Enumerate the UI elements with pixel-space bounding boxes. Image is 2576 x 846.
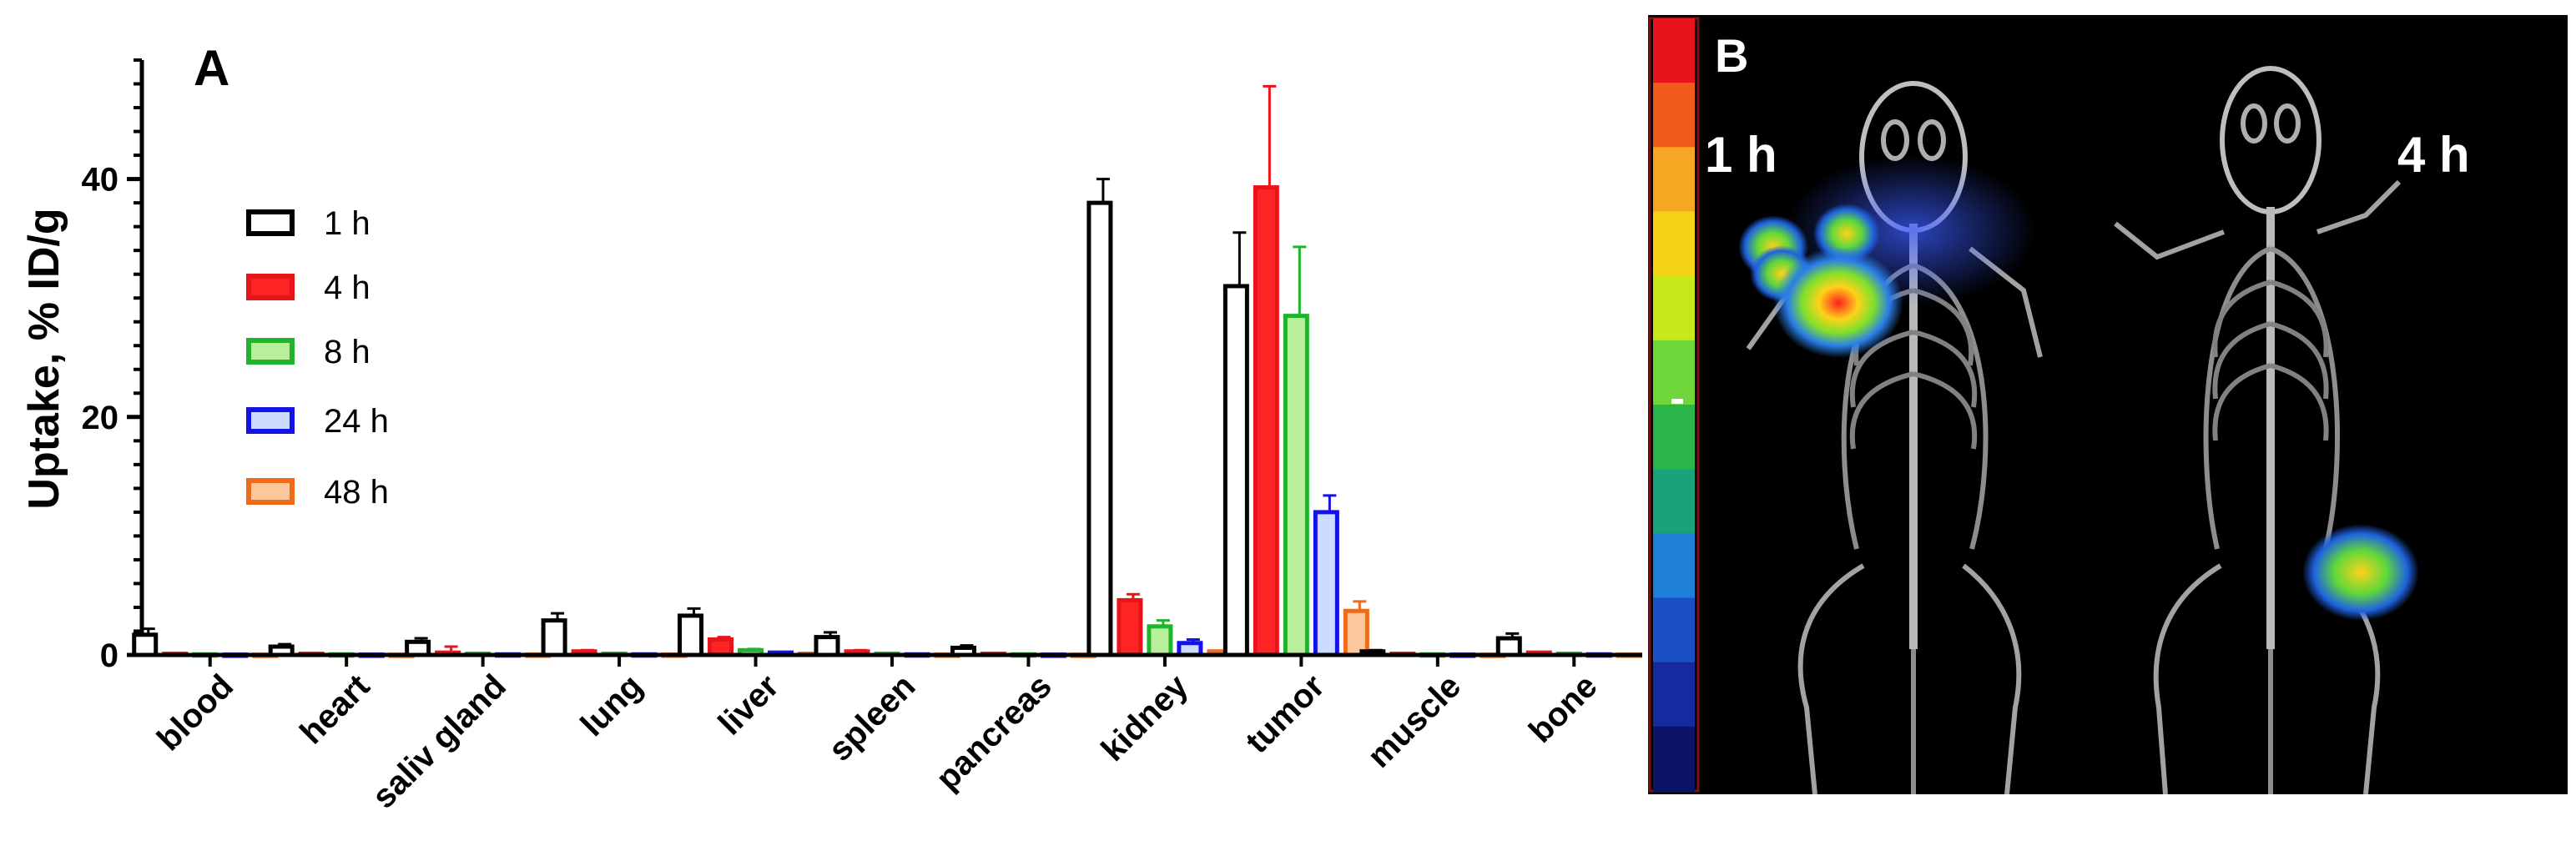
- x-tick-label: pancreas: [929, 667, 1058, 797]
- bar: [678, 613, 704, 657]
- bar: [1495, 636, 1522, 657]
- y-axis: 0 20 40: [82, 58, 144, 674]
- colorbar-segment: [1653, 405, 1695, 471]
- panel-label-b: B: [1715, 29, 1748, 82]
- x-tick-label: heart: [293, 667, 376, 751]
- x-tick-label: bone: [1522, 667, 1605, 750]
- legend-label: 8 h: [324, 334, 371, 370]
- y-axis-label: Uptake, % ID/g: [20, 208, 68, 509]
- tumor-signal-4h: [2302, 524, 2419, 621]
- colorbar-segment: [1653, 340, 1695, 405]
- colorbar-marker: [1671, 399, 1683, 404]
- y-tick-label: 0: [100, 637, 118, 674]
- legend-label: 4 h: [324, 269, 371, 306]
- bar: [1253, 185, 1279, 657]
- mouse-4h: [2114, 66, 2402, 794]
- colorbar-segment: [1653, 726, 1695, 792]
- bar: [1117, 597, 1143, 657]
- bar: [1313, 510, 1339, 657]
- x-tick-label: liver: [712, 667, 786, 742]
- x-tick-label: muscle: [1361, 667, 1469, 775]
- colorbar-segment: [1653, 147, 1695, 213]
- x-tick-label: saliv gland: [365, 667, 513, 815]
- bar: [708, 637, 734, 657]
- legend-swatch: [246, 274, 295, 300]
- legend-swatch: [246, 209, 295, 236]
- bar: [1086, 200, 1113, 657]
- y-tick-label: 40: [82, 162, 119, 199]
- colorbar-segment: [1653, 83, 1695, 149]
- legend-swatch: [246, 478, 295, 505]
- x-tick-label: spleen: [822, 667, 923, 768]
- legend-label: 1 h: [324, 205, 371, 242]
- timepoint-label-1h: 1 h: [1705, 127, 1777, 183]
- colorbar-segment: [1653, 533, 1695, 599]
- tumor-signal-1h: [1773, 248, 1903, 358]
- colorbar-segment: [1653, 597, 1695, 663]
- bar: [1147, 624, 1173, 657]
- colorbar: [1648, 17, 1700, 793]
- legend-swatch: [246, 338, 295, 365]
- imaging-panel: B 1 h 4 h: [1648, 15, 2568, 794]
- x-tick-label: blood: [150, 667, 240, 758]
- legend-swatch: [246, 407, 295, 434]
- colorbar-segment: [1653, 211, 1695, 277]
- colorbar-segment: [1653, 18, 1695, 84]
- timepoint-label-4h: 4 h: [2397, 127, 2470, 183]
- colorbar-segment: [1653, 275, 1695, 341]
- legend-label: 48 h: [324, 474, 389, 511]
- colorbar-segment: [1653, 662, 1695, 728]
- bars: [132, 84, 1642, 658]
- bar: [1222, 284, 1249, 657]
- bar: [1283, 314, 1309, 657]
- bar: [541, 618, 567, 657]
- bar: [1343, 608, 1369, 657]
- x-tick-label: tumor: [1238, 667, 1331, 760]
- bar: [132, 632, 159, 657]
- legend: 1 h 4 h 8 h 24 h 48 h: [246, 205, 389, 511]
- x-tick-label: kidney: [1095, 667, 1196, 768]
- legend-label: 24 h: [324, 403, 389, 440]
- panel-label-a: A: [194, 40, 229, 96]
- y-tick-label: 20: [82, 400, 119, 436]
- bar: [814, 635, 840, 657]
- x-tick-label: lung: [574, 667, 650, 743]
- colorbar-segment: [1653, 469, 1695, 535]
